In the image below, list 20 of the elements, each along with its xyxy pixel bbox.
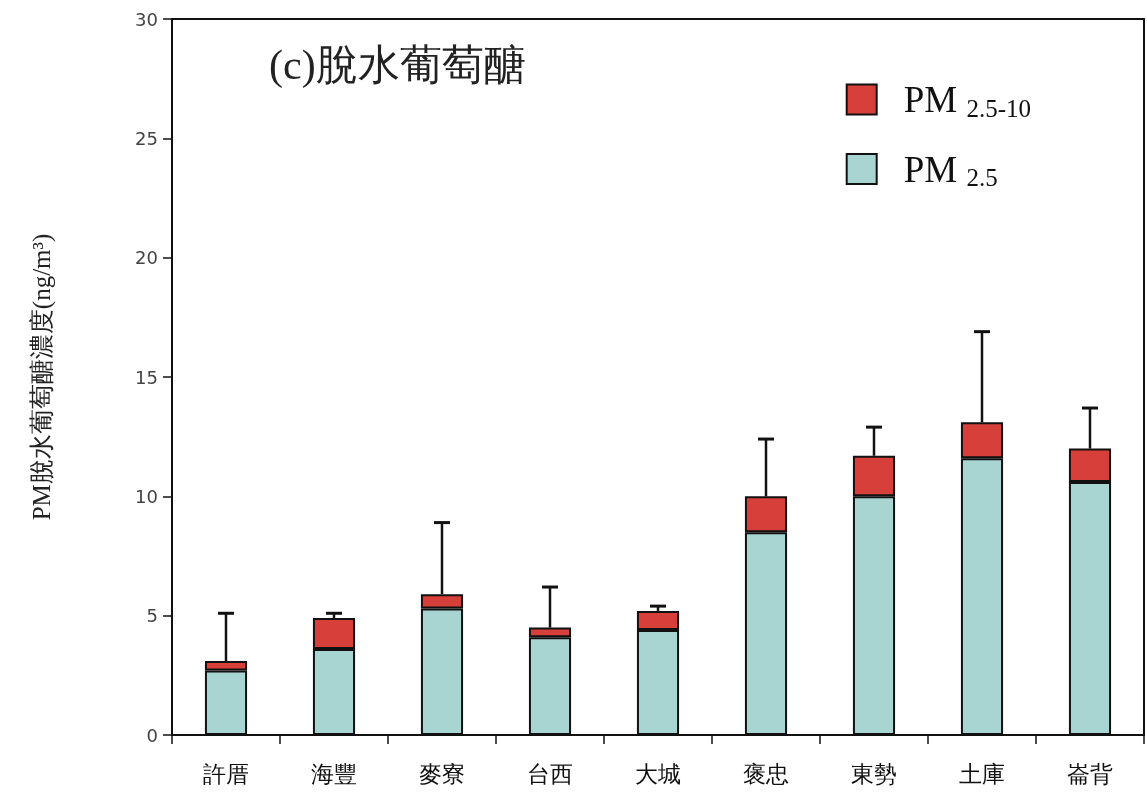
y-tick-label: 5 [146, 605, 158, 627]
y-tick-label: 10 [135, 485, 158, 507]
y-axis-title: PM脫水葡萄醣濃度(ng/m³) [28, 233, 56, 521]
x-tick-label: 土庫 [959, 762, 1005, 787]
y-tick-label: 15 [135, 366, 158, 388]
x-tick-label: 許厝 [203, 762, 249, 787]
x-tick-label: 崙背 [1067, 762, 1113, 787]
x-tick-label: 海豐 [311, 762, 357, 787]
legend-label: PM 2.5 [903, 148, 998, 191]
y-tick-label: 0 [146, 724, 158, 746]
x-tick-label: 麥寮 [419, 762, 465, 787]
y-tick-label: 20 [135, 247, 158, 269]
legend-label: PM 2.5-10 [903, 79, 1031, 122]
x-tick-label: 台西 [527, 762, 573, 787]
y-tick-label: 25 [135, 127, 158, 149]
x-tick-label: 褒忠 [743, 762, 789, 787]
text: (c)脫水葡萄醣 [269, 42, 526, 89]
y-tick-label: 30 [135, 8, 158, 30]
x-tick-label: 大城 [635, 762, 681, 787]
x-tick-label: 東勢 [851, 762, 897, 787]
